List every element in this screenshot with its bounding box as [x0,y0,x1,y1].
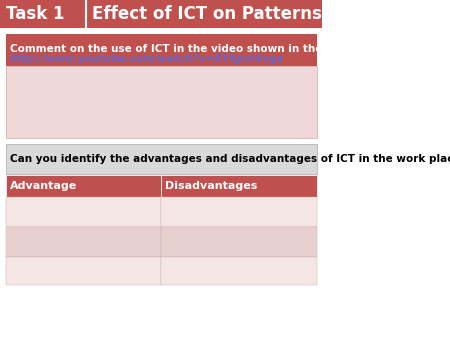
Text: Can you identify the advantages and disadvantages of ICT in the work place.: Can you identify the advantages and disa… [10,154,450,164]
Bar [6,175,161,197]
Bar [0,0,322,28]
Bar [6,34,316,66]
Bar [161,175,316,197]
Text: Task 1: Task 1 [6,5,64,23]
Text: Comment on the use of ICT in the video shown in the Starter?: Comment on the use of ICT in the video s… [10,44,374,54]
Bar [6,257,161,285]
Bar [6,197,161,227]
Text: http://www.youtube.com/watch?v=KYfgcirkvgs: http://www.youtube.com/watch?v=KYfgcirkv… [10,54,284,64]
Text: Effect of ICT on Patterns of Employment: Effect of ICT on Patterns of Employment [92,5,450,23]
Bar [161,197,316,227]
Bar [6,144,316,174]
Bar [6,227,161,257]
Text: Disadvantages: Disadvantages [166,181,258,191]
Bar [6,66,316,138]
Text: Advantage: Advantage [10,181,77,191]
Bar [161,257,316,285]
Bar [161,227,316,257]
